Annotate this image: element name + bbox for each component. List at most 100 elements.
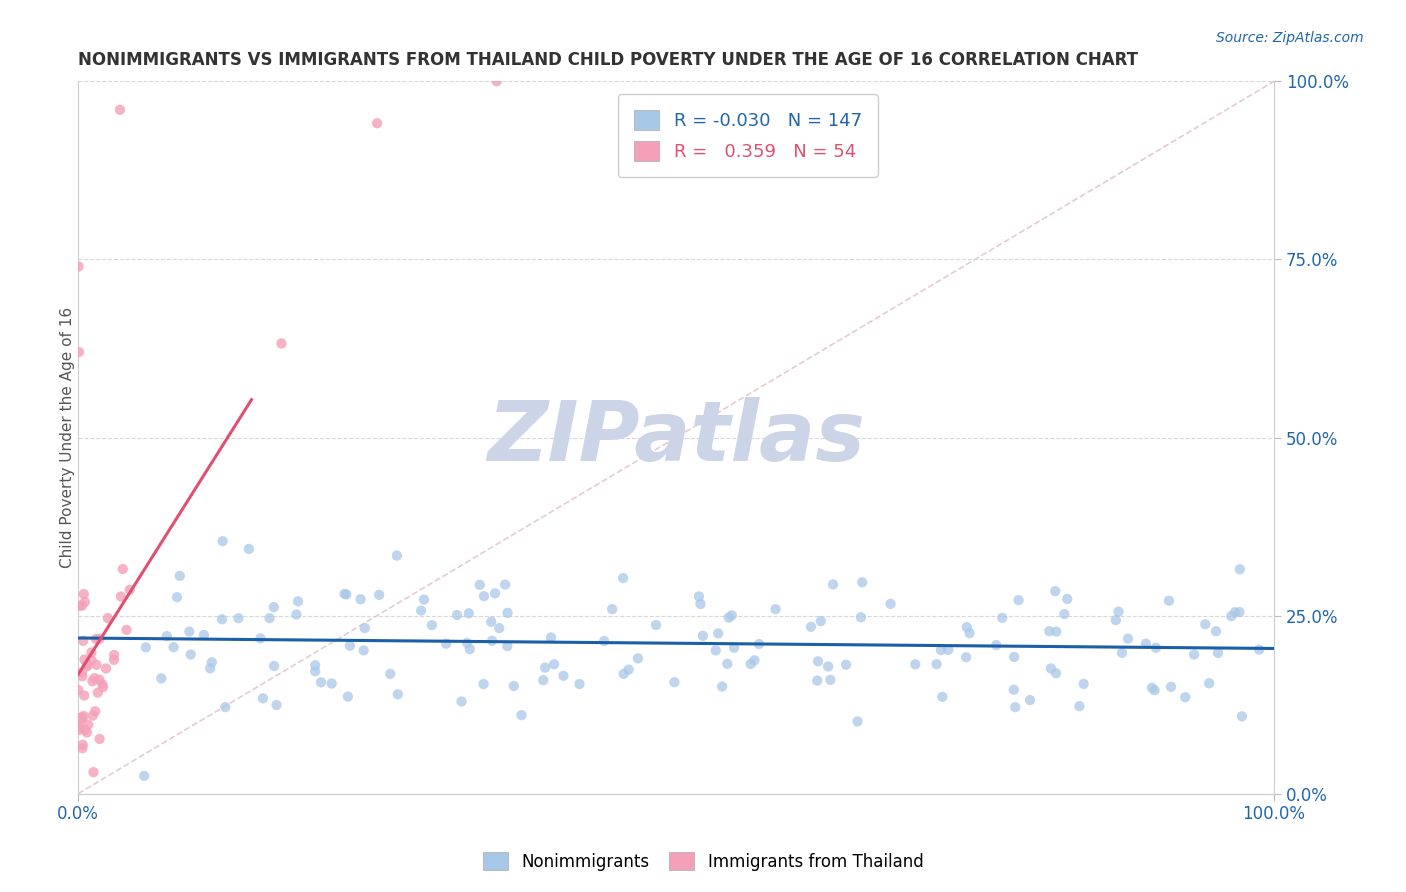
- Point: [446, 607, 468, 622]
- Point: [84, 632, 107, 646]
- Point: [82, 765, 104, 780]
- Point: [1073, 677, 1095, 691]
- Point: [534, 660, 557, 674]
- Point: [84, 704, 107, 718]
- Point: [73, 689, 96, 703]
- Point: [689, 597, 711, 611]
- Point: [820, 673, 842, 687]
- Point: [211, 612, 233, 626]
- Point: [645, 618, 668, 632]
- Point: [543, 657, 565, 672]
- Point: [67, 715, 90, 730]
- Point: [156, 629, 179, 643]
- Point: [1220, 609, 1243, 624]
- Point: [333, 587, 356, 601]
- Point: [821, 577, 844, 591]
- Point: [723, 640, 745, 655]
- Point: [349, 592, 371, 607]
- Point: [385, 549, 408, 563]
- Point: [959, 626, 981, 640]
- Point: [76, 659, 98, 673]
- Point: [339, 639, 361, 653]
- Point: [1144, 640, 1167, 655]
- Point: [179, 624, 201, 639]
- Point: [238, 541, 260, 556]
- Point: [593, 634, 616, 648]
- Point: [502, 679, 524, 693]
- Point: [717, 610, 740, 624]
- Point: [304, 665, 326, 679]
- Point: [1182, 648, 1205, 662]
- Point: [70, 710, 93, 724]
- Point: [91, 677, 114, 691]
- Point: [413, 592, 436, 607]
- Point: [720, 608, 742, 623]
- Point: [118, 582, 141, 597]
- Point: [936, 642, 959, 657]
- Point: [1174, 690, 1197, 705]
- Point: [366, 116, 388, 130]
- Point: [1230, 709, 1253, 723]
- Point: [103, 648, 125, 662]
- Point: [707, 626, 730, 640]
- Point: [531, 673, 554, 687]
- Point: [1249, 642, 1271, 657]
- Point: [810, 614, 832, 628]
- Point: [72, 669, 94, 683]
- Point: [86, 657, 108, 672]
- Point: [485, 74, 508, 88]
- Point: [748, 637, 770, 651]
- Point: [285, 607, 308, 622]
- Point: [716, 657, 738, 671]
- Point: [986, 638, 1008, 652]
- Point: [472, 677, 495, 691]
- Point: [479, 615, 502, 629]
- Point: [806, 673, 828, 688]
- Point: [1140, 681, 1163, 695]
- Point: [111, 562, 134, 576]
- Point: [270, 336, 292, 351]
- Point: [266, 698, 288, 712]
- Point: [1019, 693, 1042, 707]
- Point: [89, 632, 111, 646]
- Point: [1039, 661, 1062, 675]
- Point: [692, 629, 714, 643]
- Point: [879, 597, 901, 611]
- Point: [540, 631, 562, 645]
- Point: [108, 103, 131, 117]
- Point: [353, 643, 375, 657]
- Point: [193, 628, 215, 642]
- Point: [162, 640, 184, 655]
- Point: [1045, 666, 1067, 681]
- Point: [1056, 591, 1078, 606]
- Point: [991, 611, 1014, 625]
- Point: [73, 652, 96, 666]
- Point: [67, 260, 90, 274]
- Point: [1205, 624, 1227, 639]
- Point: [846, 714, 869, 729]
- Point: [835, 657, 858, 672]
- Point: [1229, 605, 1251, 619]
- Point: [321, 676, 343, 690]
- Point: [613, 667, 636, 681]
- Point: [1004, 700, 1026, 714]
- Point: [83, 671, 105, 685]
- Point: [353, 621, 375, 635]
- Point: [553, 669, 575, 683]
- Point: [214, 700, 236, 714]
- Point: [494, 577, 516, 591]
- Point: [704, 643, 727, 657]
- Point: [72, 633, 94, 648]
- Point: [89, 731, 111, 746]
- Point: [1135, 637, 1157, 651]
- Point: [510, 708, 533, 723]
- Point: [765, 602, 787, 616]
- Point: [627, 651, 650, 665]
- Point: [484, 586, 506, 600]
- Point: [67, 712, 90, 726]
- Point: [817, 659, 839, 673]
- Point: [1223, 605, 1246, 619]
- Y-axis label: Child Poverty Under the Age of 16: Child Poverty Under the Age of 16: [59, 307, 75, 568]
- Point: [70, 599, 93, 613]
- Point: [955, 650, 977, 665]
